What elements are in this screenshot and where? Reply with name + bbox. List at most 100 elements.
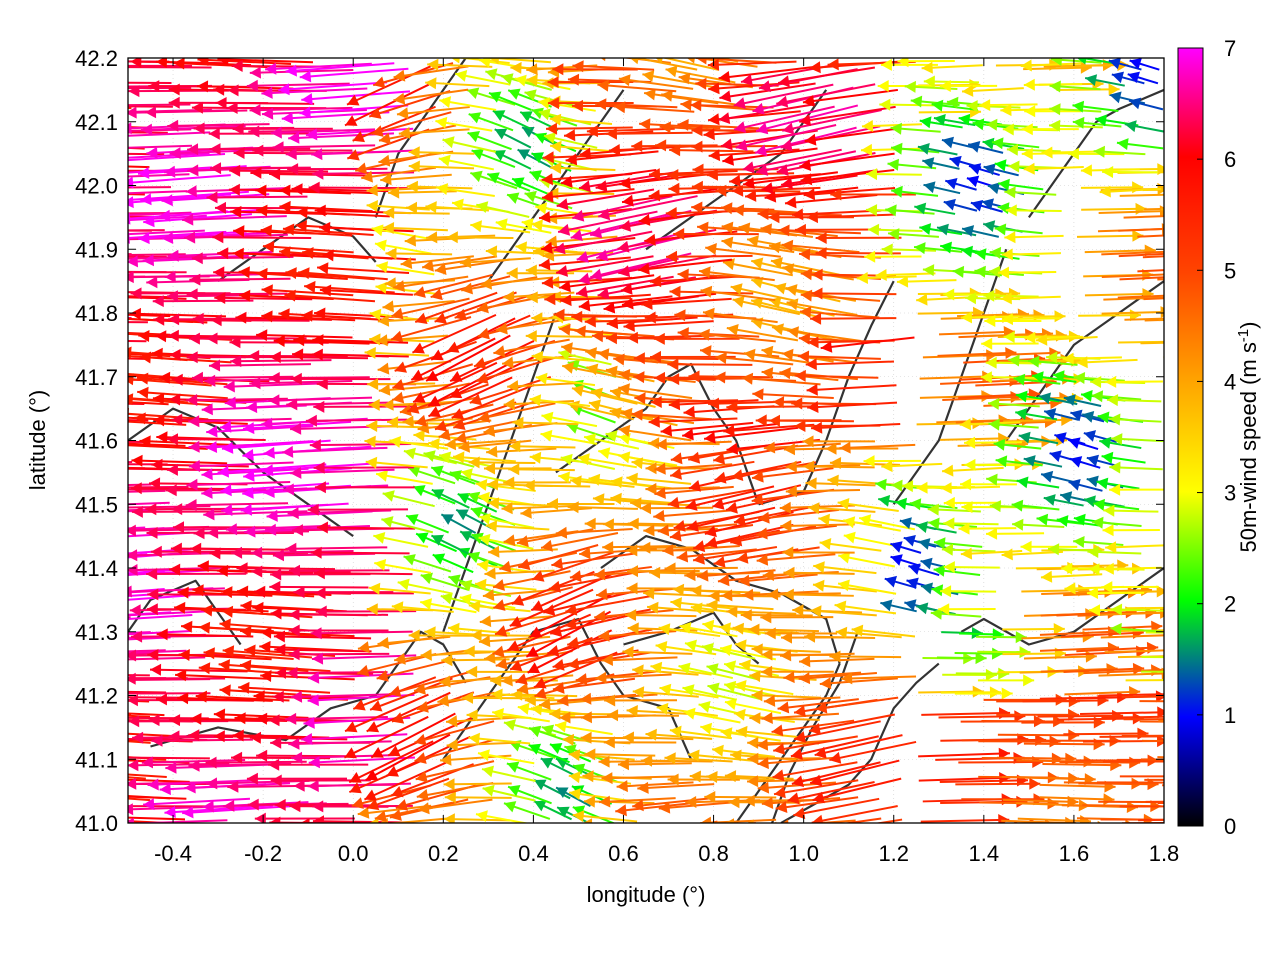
wind-arrow (128, 773, 167, 779)
wind-arrow-shaft (918, 752, 1010, 758)
wind-arrow (571, 384, 638, 405)
wind-arrow-head (366, 420, 378, 432)
wind-arrow-head (940, 241, 952, 254)
wind-arrow-head (921, 582, 933, 595)
wind-arrow (313, 461, 415, 474)
wind-arrow-shaft (808, 506, 876, 513)
wind-arrow-head (251, 546, 263, 559)
wind-arrow (1020, 540, 1078, 553)
wind-arrow-head (234, 712, 246, 725)
wind-arrow-shaft (647, 605, 714, 613)
wind-arrow-head (253, 690, 265, 703)
wind-arrow-shaft (128, 714, 151, 718)
wind-arrow (706, 599, 774, 612)
wind-arrow-shaft (147, 779, 254, 787)
wind-arrow-head (1063, 394, 1076, 406)
wind-arrow-head (667, 358, 679, 371)
wind-arrow (988, 418, 1039, 431)
wind-arrow-shaft (938, 715, 1026, 719)
wind-arrow-head (664, 562, 676, 575)
wind-arrow-head (300, 818, 310, 823)
wind-arrow-head (594, 610, 606, 623)
wind-arrow (172, 521, 273, 534)
wind-arrow-head (655, 641, 668, 653)
wind-arrow-head (730, 534, 743, 547)
wind-arrow (734, 680, 794, 696)
wind-arrow-shaft (1022, 699, 1109, 703)
wind-arrow (997, 729, 1080, 742)
wind-arrow-head (39, 570, 50, 582)
wind-arrow-shaft (777, 698, 859, 710)
wind-arrow-head (714, 471, 727, 484)
wind-arrow-shaft (645, 486, 720, 491)
wind-arrow-shaft (835, 630, 902, 639)
wind-arrow-head (725, 501, 738, 514)
wind-arrow-shaft (569, 565, 652, 579)
wind-arrow-head (27, 225, 38, 237)
wind-arrow-head (487, 478, 499, 491)
wind-arrow-head (268, 758, 280, 771)
wind-arrow-head (1001, 687, 1013, 700)
wind-arrow-shaft (128, 649, 166, 653)
wind-arrow-shaft (128, 587, 225, 593)
wind-arrow (664, 562, 738, 575)
wind-arrow-head (777, 701, 790, 714)
wind-arrow-shaft (288, 740, 392, 746)
wind-arrow (1039, 642, 1120, 654)
wind-arrow-head (813, 561, 825, 574)
wind-arrow-head (32, 795, 43, 807)
wind-arrow-shaft (538, 697, 612, 707)
wind-arrow-head (582, 818, 593, 823)
wind-arrow-shaft (128, 401, 169, 406)
wind-arrow (420, 648, 491, 661)
wind-arrow (654, 462, 733, 475)
wind-arrow-head (458, 440, 470, 453)
wind-arrow-head (618, 424, 631, 437)
wind-arrow-head (68, 458, 79, 470)
wind-arrow (1022, 694, 1109, 707)
wind-arrow-head (240, 503, 252, 516)
wind-arrow-head (415, 770, 428, 783)
wind-arrow-head (471, 532, 484, 544)
wind-arrow-shaft (714, 460, 802, 481)
wind-arrow-head (293, 586, 305, 599)
wind-arrow (185, 499, 289, 511)
wind-arrow-head (51, 669, 62, 681)
wind-arrow-shaft (938, 330, 1015, 336)
wind-arrow (344, 693, 429, 733)
wind-arrow-shaft (790, 735, 879, 758)
contour-line (892, 248, 1008, 505)
wind-arrow (804, 630, 876, 643)
wind-arrow-shaft (183, 826, 292, 834)
wind-arrow (1139, 700, 1164, 703)
wind-arrow-head (584, 433, 597, 446)
wind-arrow-head (560, 294, 572, 307)
wind-arrow-head (515, 673, 528, 685)
wind-arrow-head (601, 654, 613, 666)
wind-arrow (32, 795, 124, 807)
wind-arrow-head (30, 313, 41, 325)
wind-arrow-head (578, 272, 591, 285)
wind-arrow-head (391, 601, 404, 614)
wind-arrow-head (609, 828, 621, 840)
wind-arrow (780, 519, 855, 532)
wind-arrow-shaft (918, 776, 1011, 782)
wind-arrow (782, 819, 856, 823)
wind-arrow-shaft (364, 760, 449, 801)
wind-arrow-head (406, 514, 419, 526)
wind-arrow-shaft (316, 526, 416, 530)
wind-arrow (128, 594, 191, 601)
wind-arrow-shaft (483, 651, 557, 660)
wind-arrow-head (368, 398, 380, 411)
wind-arrow-head (344, 747, 357, 759)
wind-arrow (128, 696, 188, 699)
wind-arrow-head (540, 429, 553, 442)
wind-arrow (130, 482, 230, 495)
wind-arrow (205, 756, 307, 769)
wind-arrow-shaft (434, 401, 517, 431)
wind-arrow (128, 489, 166, 493)
wind-arrow-shaft (23, 297, 126, 299)
wind-arrow-head (928, 517, 940, 530)
wind-arrow (622, 646, 693, 658)
wind-arrow (182, 805, 291, 819)
